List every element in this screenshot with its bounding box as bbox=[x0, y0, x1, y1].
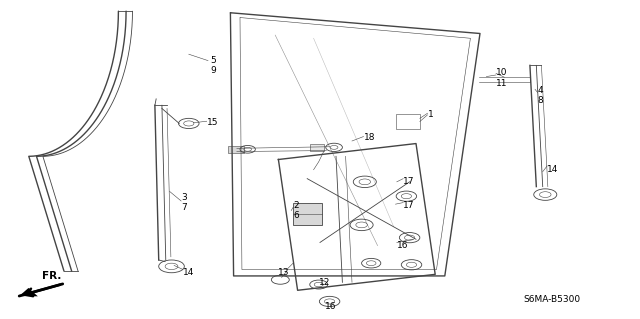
Text: 3
7: 3 7 bbox=[181, 193, 187, 212]
Polygon shape bbox=[19, 288, 38, 296]
Text: 15: 15 bbox=[207, 118, 218, 127]
Text: 1: 1 bbox=[428, 110, 433, 119]
Text: 13: 13 bbox=[278, 268, 290, 277]
Text: 14: 14 bbox=[547, 165, 559, 174]
Text: 17: 17 bbox=[403, 201, 415, 210]
Bar bbox=[310, 144, 324, 151]
Text: 16: 16 bbox=[325, 302, 337, 311]
Bar bbox=[293, 203, 322, 225]
Text: 14: 14 bbox=[183, 268, 195, 277]
Text: 12: 12 bbox=[319, 278, 330, 287]
Text: 2
6: 2 6 bbox=[293, 201, 299, 220]
Text: 17: 17 bbox=[403, 177, 415, 186]
Bar bbox=[396, 114, 420, 129]
Text: S6MA-B5300: S6MA-B5300 bbox=[523, 295, 580, 304]
Text: 18: 18 bbox=[364, 133, 375, 142]
Text: 4
8: 4 8 bbox=[538, 86, 543, 105]
Text: 16: 16 bbox=[397, 241, 408, 250]
Text: FR.: FR. bbox=[42, 271, 61, 281]
Text: 10
11: 10 11 bbox=[496, 69, 508, 88]
Bar bbox=[228, 146, 244, 153]
Text: 5
9: 5 9 bbox=[210, 56, 216, 75]
